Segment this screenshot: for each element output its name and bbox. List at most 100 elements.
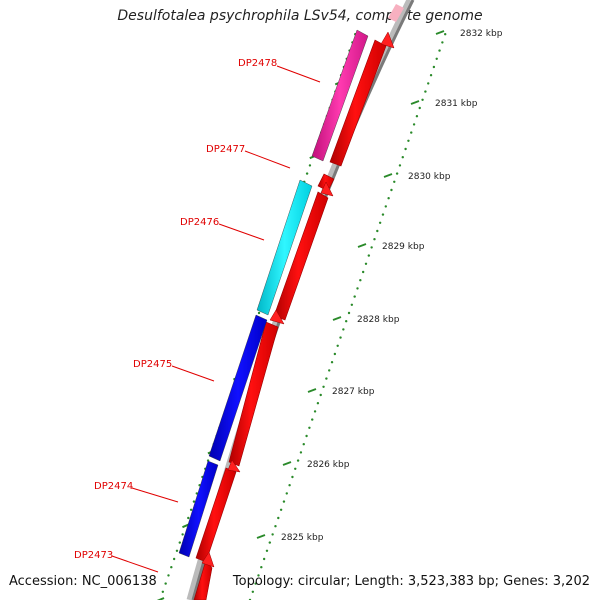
scale-tick-label: 2831 kbp bbox=[435, 99, 478, 109]
forward-strand-genes bbox=[193, 4, 404, 600]
scale-tick-minor bbox=[282, 500, 286, 503]
genome-stats-text: Topology: circular; Length: 3,523,383 bp… bbox=[232, 574, 590, 589]
forward-cds-arrowhead bbox=[320, 181, 334, 197]
gene-feature-dp2475 bbox=[208, 314, 268, 462]
inner-tick bbox=[192, 500, 196, 503]
scale-tick-minor bbox=[336, 344, 339, 347]
scale-tick-major bbox=[435, 30, 445, 35]
scale-tick-minor bbox=[313, 410, 317, 413]
scale-tick-label: 2832 kbp bbox=[460, 29, 503, 39]
scale-tick-minor bbox=[274, 525, 277, 528]
scale-tick-minor bbox=[353, 295, 356, 298]
scale-tick-minor bbox=[251, 590, 255, 593]
scale-tick-minor bbox=[342, 328, 345, 331]
gene-feature-dp2474 bbox=[178, 460, 219, 558]
scale-tick-minor bbox=[356, 287, 359, 290]
gene-label-leader bbox=[276, 65, 321, 83]
scale-tick-minor bbox=[424, 90, 427, 93]
gene-labels: DP2473 DP2474 DP2475 DP2476 DP2477 DP2478 bbox=[74, 58, 321, 573]
scale-tick-minor bbox=[262, 557, 266, 561]
scale-tick-minor bbox=[429, 74, 433, 77]
inner-tick bbox=[181, 533, 184, 536]
scale-tick-minor bbox=[444, 33, 447, 36]
scale-tick-major bbox=[357, 243, 367, 248]
inner-tick bbox=[189, 508, 193, 511]
scale-tick-minor bbox=[285, 492, 288, 495]
scale-tick-label: 2827 kbp bbox=[332, 387, 375, 397]
gene-label: DP2477 bbox=[206, 144, 245, 155]
scale-tick-minor bbox=[330, 361, 334, 364]
forward-cds-arrowhead bbox=[269, 309, 285, 325]
inner-tick bbox=[164, 582, 167, 585]
scale-tick-minor bbox=[254, 582, 257, 585]
inner-tick bbox=[161, 590, 165, 593]
scale-tick-major bbox=[256, 534, 266, 539]
map-title: Desulfotalea psychrophila LSv54, complet… bbox=[117, 8, 483, 24]
scale-tick-minor bbox=[359, 279, 362, 282]
scale-tick-major bbox=[332, 316, 342, 321]
scale-tick-minor bbox=[410, 131, 413, 134]
scale-tick-minor bbox=[288, 484, 291, 487]
scale-tick-minor bbox=[438, 49, 441, 52]
scale-tick-minor bbox=[328, 369, 331, 372]
gene-label-leader bbox=[111, 555, 159, 573]
inner-tick bbox=[187, 516, 190, 520]
scale-tick-label: 2828 kbp bbox=[357, 315, 400, 325]
accession-text: Accession: NC_006138 bbox=[9, 574, 157, 589]
inner-tick bbox=[175, 549, 179, 552]
scale-tick-minor bbox=[367, 254, 371, 257]
scale-tick-label: 2826 kbp bbox=[307, 460, 350, 470]
scale-tick-major bbox=[383, 173, 393, 178]
inner-tick bbox=[178, 541, 182, 544]
forward-cds-arrow bbox=[329, 39, 387, 167]
scale-tick-minor bbox=[296, 459, 300, 462]
scale-tick-minor bbox=[378, 221, 382, 224]
scale-tick-minor bbox=[333, 352, 337, 356]
gene-label: DP2478 bbox=[238, 58, 277, 69]
scale-tick-minor bbox=[350, 303, 354, 306]
genome-backbone-shadow bbox=[191, 0, 415, 600]
gene-label: DP2474 bbox=[94, 481, 133, 492]
forward-cds-fragment bbox=[388, 4, 404, 22]
gene-label-leader bbox=[244, 150, 291, 169]
gene-label-leader bbox=[131, 487, 179, 503]
scale-tick-minor bbox=[268, 541, 272, 544]
forward-cds-arrowhead bbox=[201, 551, 215, 568]
scale-tick-minor bbox=[316, 402, 320, 405]
scale-tick-minor bbox=[393, 180, 396, 183]
forward-cds-arrowhead bbox=[227, 459, 241, 473]
scale-tick-minor bbox=[277, 516, 280, 520]
scale-tick-minor bbox=[418, 106, 421, 110]
scale-tick-minor bbox=[435, 57, 438, 60]
scale-tick-minor bbox=[407, 139, 410, 142]
forward-cds-arrow bbox=[228, 321, 279, 467]
other-strand-genes bbox=[178, 29, 369, 558]
scale-tick-minor bbox=[404, 147, 407, 151]
gene-label-leader bbox=[171, 365, 215, 382]
scale-tick-minor bbox=[294, 467, 297, 470]
gene-label: DP2476 bbox=[180, 217, 219, 228]
scale-tick-minor bbox=[387, 197, 390, 200]
scale-tick-minor bbox=[376, 229, 379, 233]
scale-tick-minor bbox=[308, 426, 311, 429]
scale-tick-minor bbox=[415, 115, 419, 118]
scale-tick-label: 2825 kbp bbox=[281, 533, 324, 543]
inner-tick bbox=[257, 311, 261, 315]
inner-tick bbox=[308, 164, 312, 167]
inner-tick bbox=[172, 557, 176, 561]
scale-tick-minor bbox=[291, 475, 294, 479]
gene-label: DP2473 bbox=[74, 550, 113, 561]
scale-tick-minor bbox=[305, 434, 308, 438]
scale-tick-minor bbox=[325, 377, 328, 380]
inner-tick bbox=[305, 172, 309, 175]
scale-tick-minor bbox=[257, 574, 260, 577]
scale-tick-minor bbox=[322, 385, 325, 388]
inner-tick bbox=[167, 574, 170, 577]
scale-tick-minor bbox=[381, 213, 385, 216]
scale-tick-minor bbox=[319, 393, 322, 397]
gene-feature-dp2478 bbox=[311, 29, 369, 162]
gene-label-leader bbox=[218, 223, 265, 241]
forward-cds-arrow bbox=[193, 559, 213, 600]
